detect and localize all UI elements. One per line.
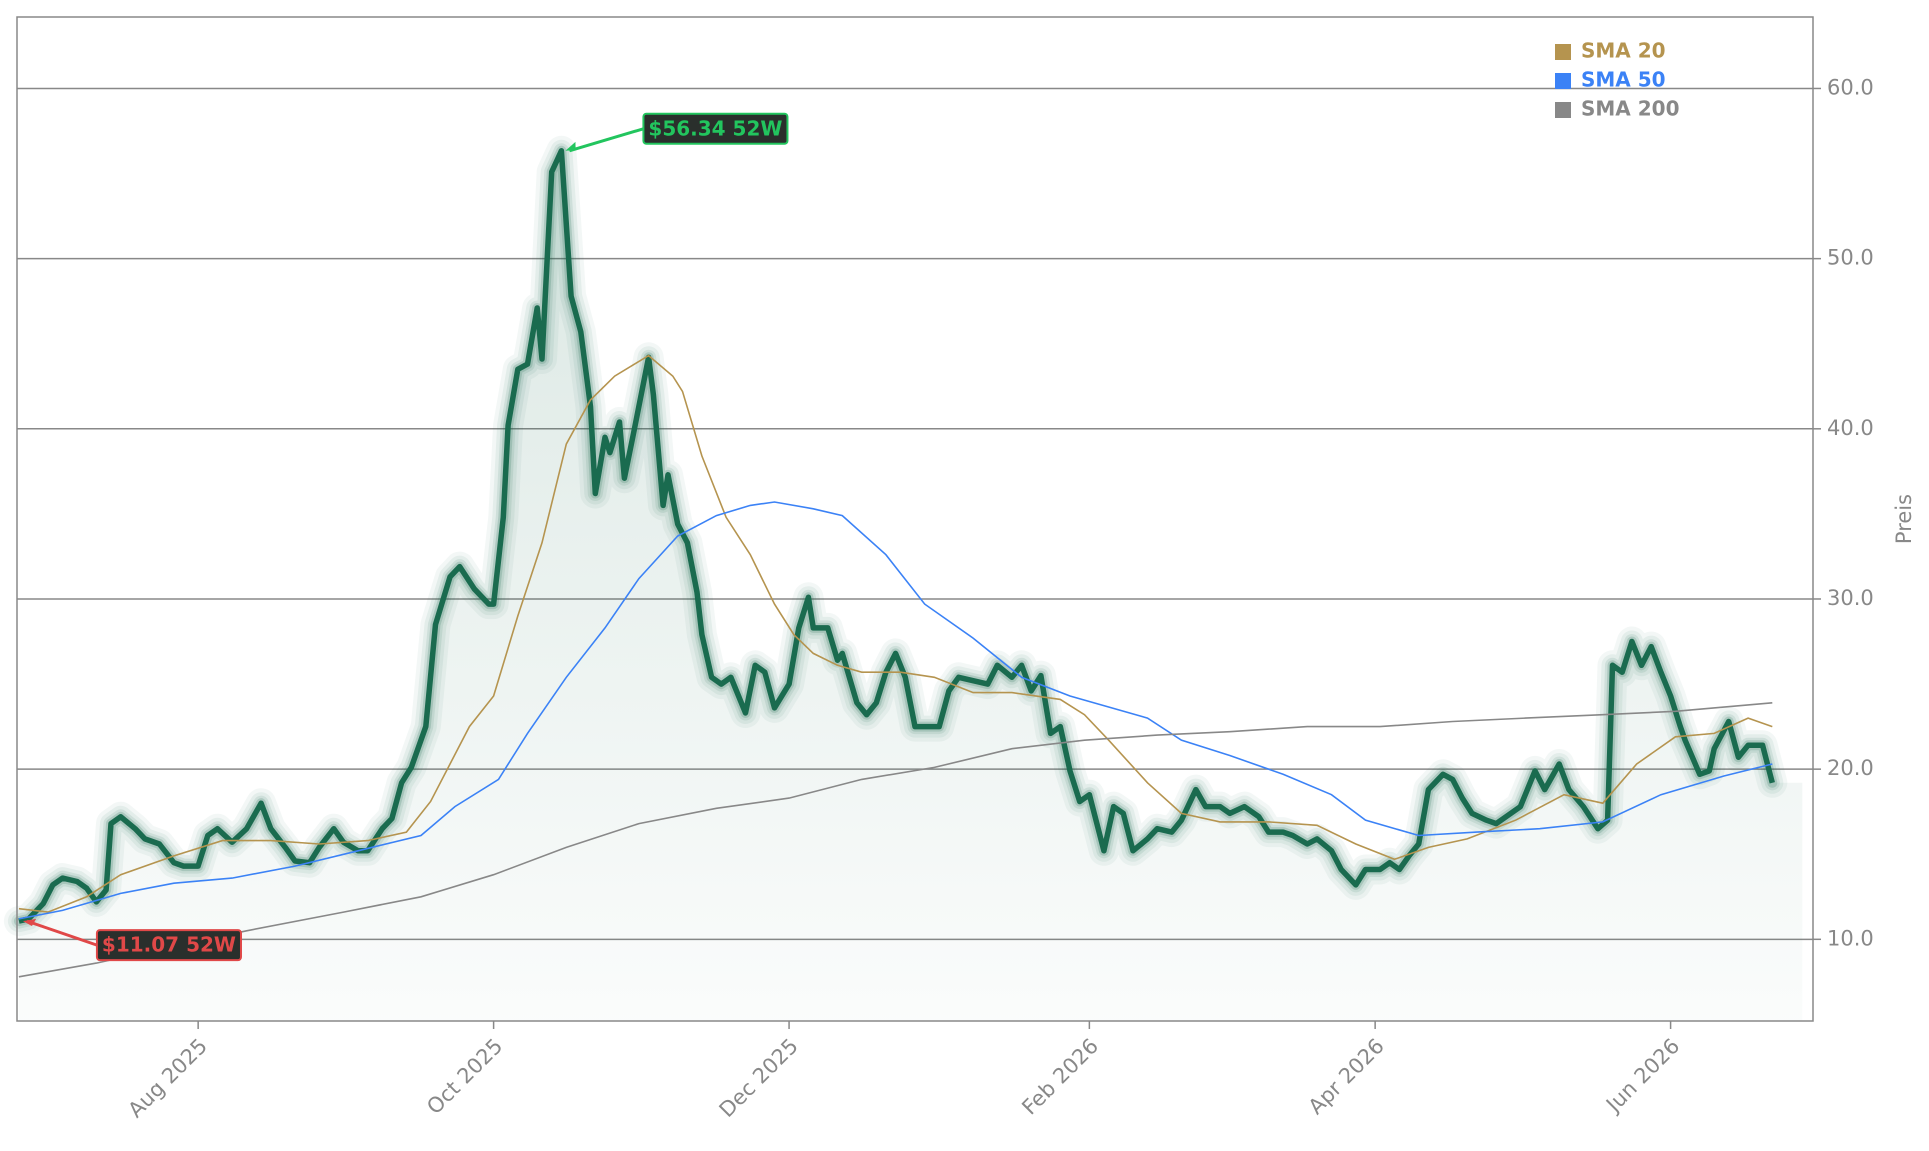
legend: SMA 20 SMA 50 SMA 200 (1555, 39, 1680, 121)
y-tick-label: 40.0 (1827, 416, 1874, 440)
legend-swatch (1555, 73, 1571, 89)
annotation: $56.34 52W (565, 112, 789, 153)
annotation-arrow (26, 919, 98, 947)
sma-line (18, 702, 1773, 978)
legend-label: SMA 200 (1581, 97, 1680, 121)
price-area (18, 150, 1803, 1022)
annotation-arrowhead (22, 918, 37, 926)
annotation-box (95, 929, 242, 962)
y-tick-label: 50.0 (1827, 246, 1874, 270)
annotation-arrow (568, 127, 644, 153)
plot-frame (16, 16, 1814, 1022)
y-tick-label: 60.0 (1827, 75, 1874, 99)
price-line (18, 148, 1775, 924)
annotation: $11.07 52W (22, 918, 242, 962)
x-tick-label: Dec 2025 (715, 1034, 803, 1122)
x-tick-label: Feb 2026 (1017, 1034, 1103, 1120)
x-tick-label: Jun 2026 (1600, 1034, 1684, 1118)
x-tick-label: Oct 2025 (422, 1034, 507, 1119)
annotation-arrowhead (565, 141, 576, 151)
legend-label: SMA 50 (1581, 68, 1666, 92)
y-tick-label: 30.0 (1827, 586, 1874, 610)
sma-line (18, 354, 1773, 913)
y-tick-label: 20.0 (1827, 756, 1874, 780)
legend-swatch (1555, 44, 1571, 60)
annotation-label: $56.34 52W (648, 116, 782, 140)
y-tick-label: 10.0 (1827, 926, 1874, 950)
x-tick-label: Apr 2026 (1304, 1034, 1389, 1119)
y-axis-label: Preis (1892, 494, 1916, 544)
sma-line (18, 501, 1773, 920)
annotation-label: $11.07 52W (102, 933, 236, 957)
x-tick-label: Aug 2025 (123, 1034, 211, 1122)
legend-label: SMA 20 (1581, 39, 1666, 63)
annotation-box (642, 112, 789, 145)
legend-swatch (1555, 102, 1571, 118)
